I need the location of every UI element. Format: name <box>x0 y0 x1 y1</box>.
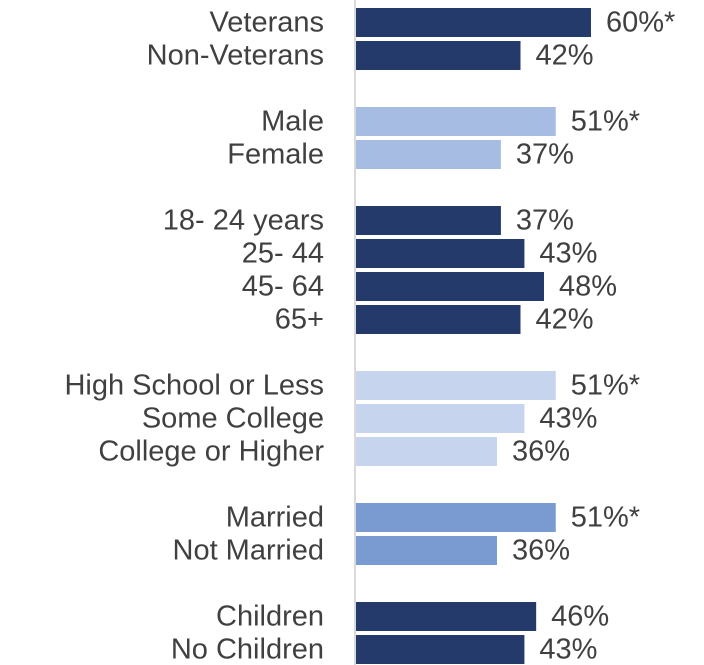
category-label: No Children <box>171 634 324 665</box>
category-label: 25- 44 <box>242 238 324 270</box>
category-label: 65+ <box>275 304 324 336</box>
bar <box>356 503 556 532</box>
value-label: 51%* <box>571 502 640 534</box>
value-label: 37% <box>516 139 574 171</box>
value-label: 42% <box>536 304 594 336</box>
bar <box>356 635 525 664</box>
value-label: 43% <box>539 634 597 665</box>
value-label: 60%* <box>606 7 675 39</box>
value-label: 51%* <box>571 106 640 138</box>
bar <box>356 107 556 136</box>
bar <box>356 437 497 466</box>
bar <box>356 140 501 169</box>
category-label: Male <box>261 106 324 138</box>
value-label: 51%* <box>571 370 640 402</box>
value-label: 36% <box>512 436 570 468</box>
bar <box>356 536 497 565</box>
value-label: 46% <box>551 601 609 633</box>
category-label: Female <box>227 139 324 171</box>
bar <box>356 41 521 70</box>
value-label: 36% <box>512 535 570 567</box>
bar <box>356 206 501 235</box>
bars-layer: Veterans 60%* Non-Veterans 42% Male 51%* Femal… <box>64 7 675 665</box>
category-label: College or Higher <box>98 436 324 468</box>
value-label: 43% <box>539 238 597 270</box>
value-label: 43% <box>539 403 597 435</box>
category-label: 18- 24 years <box>163 205 324 237</box>
category-label: Not Married <box>173 535 325 567</box>
bar <box>356 8 591 37</box>
bar <box>356 305 521 334</box>
category-label: High School or Less <box>64 370 324 402</box>
category-label: Some College <box>142 403 324 435</box>
bar <box>356 602 537 631</box>
bar <box>356 371 556 400</box>
category-label: Married <box>226 502 324 534</box>
value-label: 48% <box>559 271 617 303</box>
value-label: 37% <box>516 205 574 237</box>
category-label: 45- 64 <box>242 271 324 303</box>
value-label: 42% <box>536 40 594 72</box>
category-label: Non-Veterans <box>147 40 324 72</box>
bar <box>356 239 525 268</box>
bar <box>356 272 544 301</box>
category-label: Children <box>216 601 324 633</box>
bar <box>356 404 525 433</box>
category-label: Veterans <box>210 7 324 39</box>
